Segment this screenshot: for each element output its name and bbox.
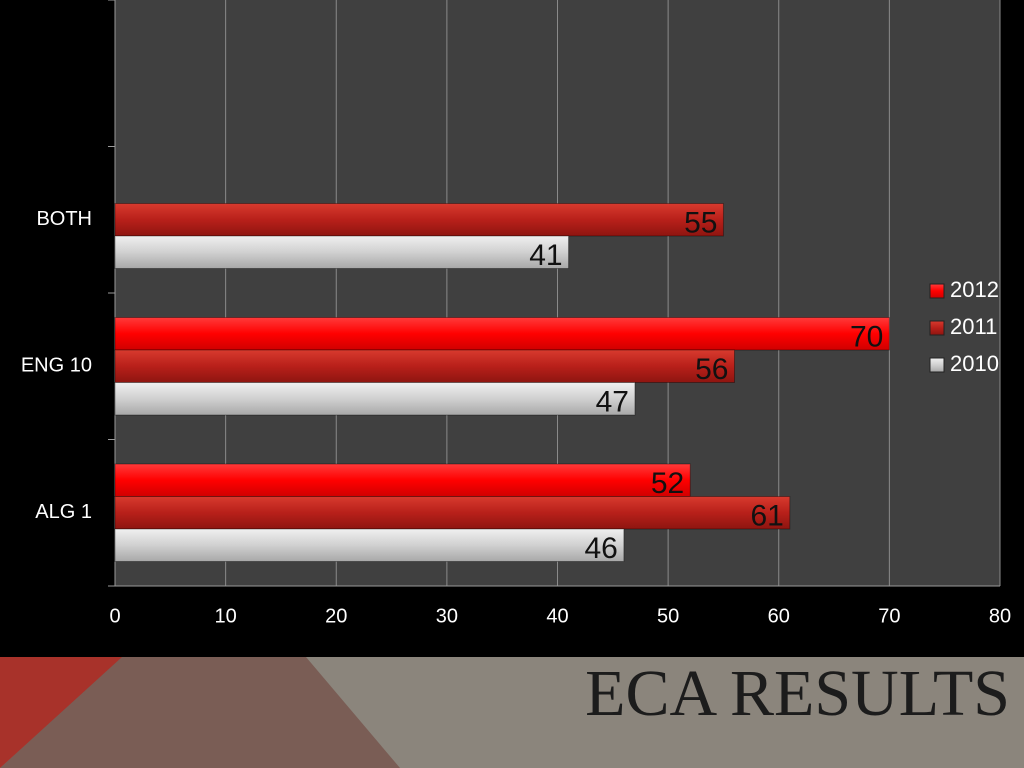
bar [114,317,890,351]
data-label: 47 [596,386,629,419]
data-label: 56 [695,353,728,386]
x-tick-label: 0 [109,605,120,627]
y-tick-label: ENG 10 [21,355,92,377]
y-tick-label: BOTH [36,208,92,230]
legend-swatch [929,283,945,299]
bar [114,463,691,497]
x-tick-label: 60 [768,605,790,627]
bar [114,203,724,237]
y-tick-label: ALG 1 [35,501,92,523]
legend-label: 2012 [950,277,999,302]
bar [114,496,791,530]
data-label: 61 [750,500,783,533]
data-label: 41 [529,239,562,272]
x-tick-label: 40 [546,605,568,627]
footer-shape [0,657,400,768]
data-label: 70 [850,321,883,354]
x-tick-label: 50 [657,605,679,627]
x-tick-label: 20 [325,605,347,627]
x-tick-label: 10 [215,605,237,627]
legend-swatch [929,357,945,373]
data-label: 55 [684,207,717,240]
legend-label: 2011 [950,314,997,339]
x-tick-label: 80 [989,605,1011,627]
slide-title: ECA RESULTS [585,657,1010,730]
footer-accent [0,657,122,768]
legend-label: 2010 [950,351,999,376]
legend-swatch [929,320,945,336]
x-tick-label: 30 [436,605,458,627]
bar [114,382,636,416]
bar [114,349,735,383]
bar [114,235,570,269]
bar [114,528,625,562]
x-tick-label: 70 [878,605,900,627]
data-label: 46 [585,532,618,565]
data-label: 52 [651,467,684,500]
